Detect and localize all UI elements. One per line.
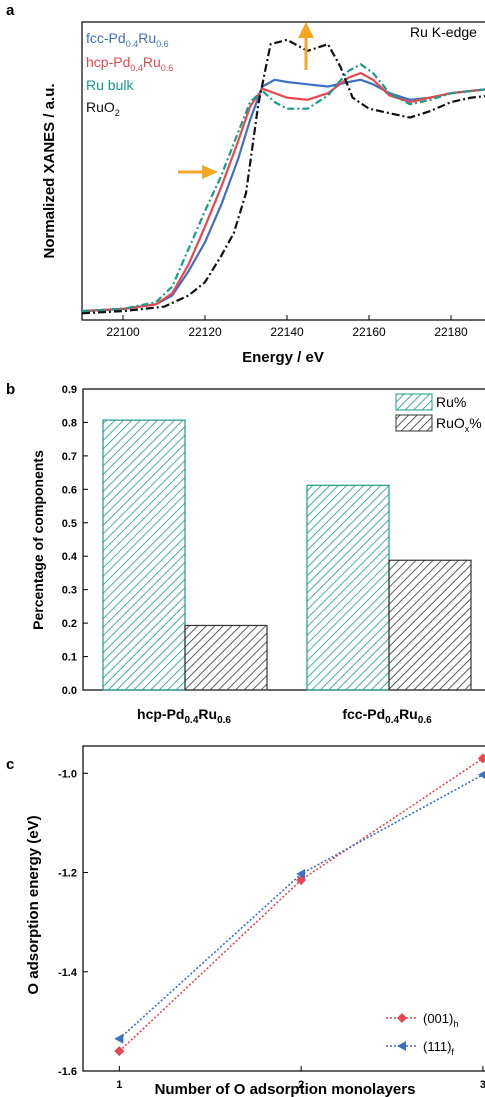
y-tick-label: 0.5: [62, 518, 77, 530]
series-line-0: [82, 78, 485, 313]
panel-a-xlabel: Energy / eV: [242, 349, 324, 366]
bar-ru-0: [102, 419, 186, 691]
series-line-1: [82, 71, 485, 313]
legend-ruo2: RuO2: [86, 99, 120, 118]
panel-c-frame: [82, 745, 485, 1072]
diamond-marker-icon: [397, 1013, 407, 1023]
x-tick-label: 1: [116, 1079, 122, 1091]
bar-ruox-0: [184, 624, 268, 691]
data-point-0-2: [477, 753, 485, 764]
panel-c-xlabel: Number of O adsorption monolayers: [155, 1081, 416, 1097]
panel-c-series: [114, 753, 485, 1057]
series-line-0: [118, 757, 484, 1052]
series-line-2: [82, 63, 485, 313]
y-tick-label: 0.6: [62, 484, 77, 496]
y-tick-label: 0.3: [62, 585, 77, 597]
y-tick-label: 0.8: [62, 417, 77, 429]
svg-text:(001)h: (001)h: [423, 1011, 458, 1029]
legend-swatch-ruox: [395, 414, 433, 432]
y-tick-label: -1.6: [58, 1066, 77, 1078]
y-tick-label: 0.7: [62, 451, 77, 463]
panel-b-category-hcp: hcp-Pd0.4Ru0.6: [137, 706, 231, 726]
panel-c-x-ticks: 1 2 3: [116, 1066, 485, 1091]
panel-a-label: a: [6, 2, 15, 19]
panel-a-edge-label: Ru K-edge: [410, 24, 477, 40]
data-point-1-1: [296, 869, 306, 880]
panel-c-ylabel: O adsorption energy (eV): [25, 815, 42, 994]
series-line-1: [118, 774, 484, 1040]
bar-ru-1: [306, 484, 390, 691]
data-point-1-2: [477, 770, 485, 779]
y-tick-label: 0.4: [62, 551, 78, 563]
x-tick-label: 22180: [434, 325, 468, 339]
panel-c-label: c: [6, 756, 14, 773]
y-tick-label: -1.0: [58, 768, 77, 780]
legend-swatch-ru: [395, 393, 433, 411]
x-tick-label: 22100: [106, 325, 140, 339]
panel-b-y-ticks: 0.0 0.1 0.2 0.3 0.4 0.5 0.6 0.7 0.8 0.9: [62, 384, 88, 697]
y-tick-label: 0.9: [62, 384, 77, 396]
panel-b: b 0.0 0.1 0.2 0.3 0.4 0.5 0.6 0.7 0.8 0.9 Percent…: [6, 381, 485, 726]
legend-fcc: fcc-Pd0.4Ru0.6: [86, 30, 169, 49]
triangle-marker-icon: [397, 1041, 406, 1051]
legend-ru-bulk: Ru bulk: [86, 77, 134, 93]
series-line-3: [82, 38, 485, 315]
data-point-1-0: [114, 1033, 124, 1044]
legend-111: (111)f: [386, 1039, 454, 1057]
right-arrow-icon: [178, 165, 218, 179]
panel-c-y-ticks: -1.6 -1.4 -1.2 -1.0: [58, 768, 88, 1078]
y-tick-label: 0.0: [62, 685, 77, 697]
panel-b-ylabel: Percentage of components: [30, 450, 46, 630]
x-tick-label: 22140: [270, 325, 304, 339]
panel-a: a 22100 22120 22140 22160 22180 Normalized X…: [6, 2, 485, 366]
panel-a-ylabel: Normalized XANES / a.u.: [41, 83, 58, 258]
legend-hcp: hcp-Pd0.4Ru0.6: [86, 54, 173, 73]
x-tick-label: 2: [298, 1079, 304, 1091]
panel-b-frame: [82, 388, 485, 691]
y-tick-label: -1.2: [58, 868, 77, 880]
panel-b-label: b: [6, 381, 15, 398]
legend-ruox: RuOx%: [436, 415, 482, 434]
panel-a-series: [82, 38, 485, 315]
panel-b-category-fcc: fcc-Pd0.4Ru0.6: [342, 706, 432, 726]
x-tick-label: 3: [480, 1079, 485, 1091]
panel-b-bars: [102, 419, 472, 691]
y-tick-label: -1.4: [58, 967, 78, 979]
y-tick-label: 0.1: [62, 652, 77, 664]
legend-001: (001)h: [386, 1011, 458, 1029]
x-tick-label: 22120: [188, 325, 222, 339]
panel-a-x-ticks: 22100 22120 22140 22160 22180: [106, 315, 468, 339]
bar-ruox-1: [388, 559, 472, 691]
panel-c: c -1.6 -1.4 -1.2 -1.0 1 2 3 O adsorption ener…: [6, 745, 485, 1097]
svg-text:(111)f: (111)f: [423, 1039, 454, 1057]
legend-ru: Ru%: [436, 394, 466, 410]
up-arrow-icon: [298, 22, 314, 70]
data-point-0-0: [114, 1046, 125, 1057]
x-tick-label: 22160: [352, 325, 386, 339]
y-tick-label: 0.2: [62, 618, 77, 630]
